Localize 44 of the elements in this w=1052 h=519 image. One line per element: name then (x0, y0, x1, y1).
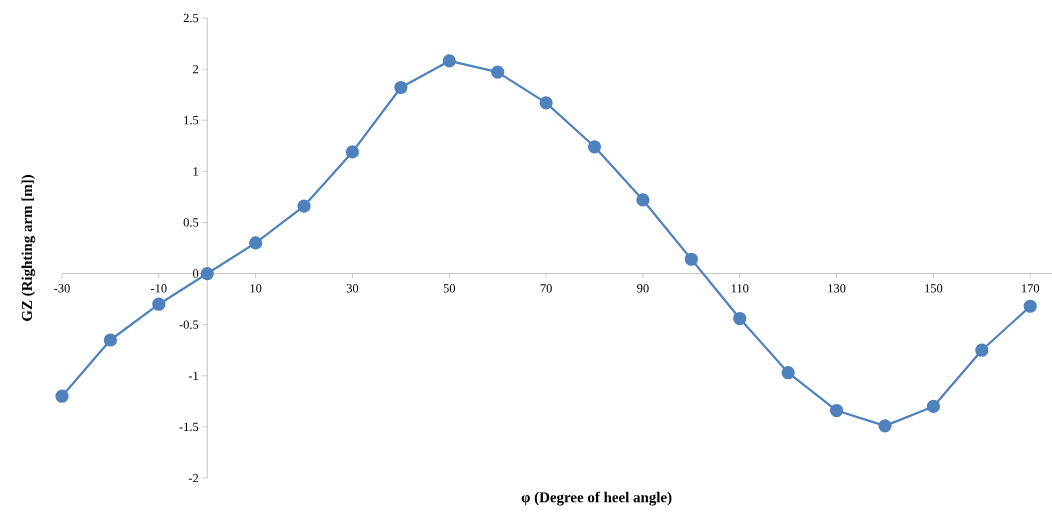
x-tick-label: -10 (150, 284, 167, 293)
y-tick-label: 1.5 (184, 116, 199, 125)
x-tick-label: 30 (346, 284, 359, 293)
x-tick-label: 130 (828, 284, 846, 293)
y-tick-label: -0.5 (179, 320, 199, 329)
y-tick-label: 2.5 (183, 13, 199, 23)
x-axis-title: φ (Degree of heel angle) (521, 491, 672, 506)
y-axis-title: GZ (Righting arm [m]) (21, 175, 36, 321)
x-tick-label: 10 (250, 284, 262, 293)
point (587, 140, 602, 154)
point (297, 199, 311, 213)
point (55, 389, 69, 403)
x-tick-label: 70 (540, 284, 552, 293)
point (249, 236, 263, 250)
y-tick-label: 1 (193, 167, 198, 176)
x-tick-label: 150 (925, 284, 943, 293)
y-tick-label: -1.5 (179, 422, 199, 432)
y-tick-label: -1 (188, 371, 198, 380)
point (442, 54, 456, 68)
point (1023, 299, 1037, 313)
x-tick-label: 170 (1021, 284, 1040, 293)
point (878, 419, 892, 433)
point (539, 96, 553, 110)
point (926, 399, 941, 414)
y-tick-label: -2 (188, 473, 199, 483)
point (781, 366, 795, 380)
point (345, 145, 360, 159)
point (394, 80, 408, 95)
x-tick-label: 50 (443, 284, 456, 293)
point (200, 266, 214, 281)
x-tick-label: 110 (731, 284, 749, 293)
y-tick-label: 0 (192, 269, 199, 278)
x-tick-label: -30 (54, 284, 70, 293)
point (733, 311, 747, 326)
point (684, 252, 698, 266)
point (152, 297, 166, 311)
point (829, 403, 844, 418)
point (975, 343, 989, 357)
point (636, 193, 650, 207)
x-tick-label: 90 (637, 284, 649, 293)
y-tick-label: 2 (193, 64, 199, 74)
point (103, 333, 118, 347)
y-tick-label: 0.5 (183, 218, 199, 227)
point (491, 65, 505, 79)
